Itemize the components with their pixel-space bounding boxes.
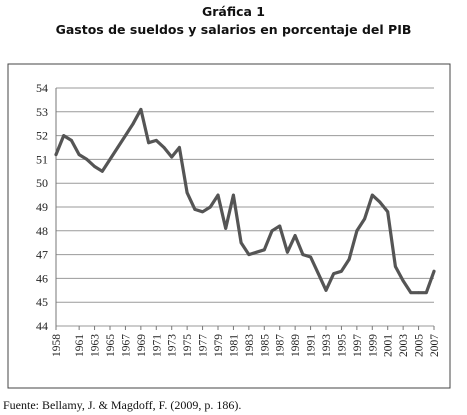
data-point [216,193,220,197]
data-point [70,138,73,142]
data-point [409,291,413,295]
data-point [93,165,96,168]
x-tick-label: 1961 [74,334,86,357]
chart-title: Gastos de sueldos y salarios en porcenta… [55,22,412,37]
data-point [162,146,166,149]
x-tick-label: 1987 [275,334,287,357]
data-point [54,153,58,157]
x-tick-label: 1991 [306,334,318,357]
x-tick-label: 1979 [213,334,225,357]
data-point [347,257,351,261]
x-tick-label: 1975 [182,334,194,357]
data-point [239,241,243,245]
data-point [355,229,359,233]
data-point [378,200,382,204]
data-point [185,191,189,195]
data-point [147,141,150,145]
series-line [54,107,436,295]
series-group [54,107,436,295]
y-tick-label: 52 [36,129,48,143]
data-point [232,193,235,197]
data-point [77,153,81,157]
data-point [370,193,374,197]
data-point [340,269,343,273]
data-point [363,217,366,221]
data-point [401,279,405,283]
data-point [324,288,328,292]
y-tick-label: 50 [36,176,48,190]
data-point [100,169,104,173]
x-tick-label: 1971 [151,334,163,357]
data-point [309,255,312,259]
data-point [394,265,397,268]
x-tick-label: 1958 [51,334,63,357]
data-point [62,134,66,138]
x-tick-label: 1999 [367,334,379,357]
data-point [332,272,336,276]
x-tick-label: 1993 [321,334,333,357]
y-tick-label: 51 [36,152,48,166]
x-tick-label: 1963 [90,334,102,357]
figure-number: Gráfica 1 [201,4,266,19]
data-point [286,250,289,254]
x-tick-label: 2001 [383,334,395,357]
data-point [85,158,89,161]
data-point [316,272,320,276]
data-point [124,134,127,138]
data-point [278,224,282,228]
data-point [432,269,436,273]
data-point [301,253,305,256]
x-tick-label: 1989 [290,334,302,357]
x-tick-label: 1965 [105,334,117,357]
y-tick-label: 54 [36,81,48,95]
x-tick-label: 1981 [228,334,240,357]
y-tick-label: 49 [36,200,48,214]
x-tick-label: 2003 [398,334,410,357]
x-tick-label: 1977 [198,334,210,357]
data-point [386,210,390,214]
data-point [170,155,174,159]
data-point [193,207,197,211]
x-axis-ticks: 1958 1961 1963 1965 1967 1969 1971 1973 1975 1977… [51,326,441,357]
data-point [424,291,428,295]
y-axis-ticks: 44 45 46 47 48 49 50 51 52 53 54 [36,81,48,333]
data-point [417,291,420,295]
gridlines [55,87,434,327]
x-tick-label: 1967 [120,334,132,357]
data-point [201,210,204,214]
source-note: Fuente: Bellamy, J. & Magdoff, F. (2009,… [3,398,242,412]
data-point [270,229,274,233]
data-point [139,108,143,111]
data-point [116,146,120,149]
data-point [247,253,251,256]
x-tick-label: 2007 [429,334,441,357]
data-point [255,250,258,254]
data-point [224,227,228,230]
x-tick-label: 1997 [352,334,364,357]
x-tick-label: 1985 [259,334,271,357]
x-tick-label: 1973 [167,334,179,357]
x-tick-label: 1983 [244,334,256,357]
y-tick-label: 44 [36,319,48,333]
y-tick-label: 53 [36,105,48,119]
y-tick-label: 46 [36,271,48,285]
data-point [293,234,297,237]
data-point [154,138,158,142]
x-tick-label: 1969 [136,334,148,357]
data-point [262,248,266,252]
data-point [131,122,135,126]
data-point [108,158,112,161]
data-point [208,205,212,209]
chart-frame [7,63,451,389]
y-tick-label: 47 [36,248,48,262]
data-point [178,146,181,149]
x-tick-label: 1995 [336,334,348,357]
y-tick-label: 48 [36,224,48,238]
y-tick-label: 45 [36,295,48,309]
x-tick-label: 2005 [414,334,426,357]
